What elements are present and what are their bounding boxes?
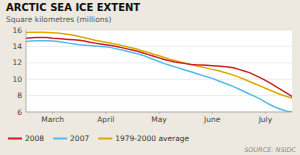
x-tick-label: July (258, 115, 273, 124)
chart: ARCTIC SEA ICE EXTENT Square kilometres (… (0, 0, 300, 155)
legend-label: 2008 (25, 134, 44, 143)
y-axis-label: Square kilometres (millions) (6, 15, 111, 24)
legend-label: 2007 (70, 134, 89, 143)
series-line (26, 41, 292, 112)
y-tick-label: 6 (17, 108, 22, 117)
grid-line (26, 30, 292, 31)
x-tick-label: May (151, 115, 167, 124)
legend-swatch (98, 138, 112, 140)
series-line (26, 37, 292, 96)
x-tick-label: March (41, 115, 64, 124)
y-tick-label: 14 (12, 42, 22, 51)
legend-swatch (53, 138, 67, 140)
legend-label: 1979-2000 average (115, 134, 189, 143)
grid-line (26, 62, 292, 63)
y-tick-label: 16 (12, 26, 22, 35)
source: SOURCE: NSIDC (244, 146, 296, 154)
lines (26, 32, 292, 112)
grid-line (26, 46, 292, 47)
y-axis (26, 30, 27, 112)
title: ARCTIC SEA ICE EXTENT (6, 2, 140, 13)
legend: 2008 2007 1979-2000 average (8, 134, 190, 143)
y-tick-label: 12 (12, 58, 22, 67)
x-axis (26, 112, 292, 113)
grid-line (26, 79, 292, 80)
x-tick-label: April (97, 115, 114, 124)
y-tick-label: 8 (17, 91, 22, 100)
plot-area (26, 30, 292, 112)
legend-swatch (8, 138, 22, 140)
x-tick-label: June (203, 115, 221, 124)
grid-line (26, 112, 292, 113)
y-tick-label: 10 (12, 75, 22, 84)
